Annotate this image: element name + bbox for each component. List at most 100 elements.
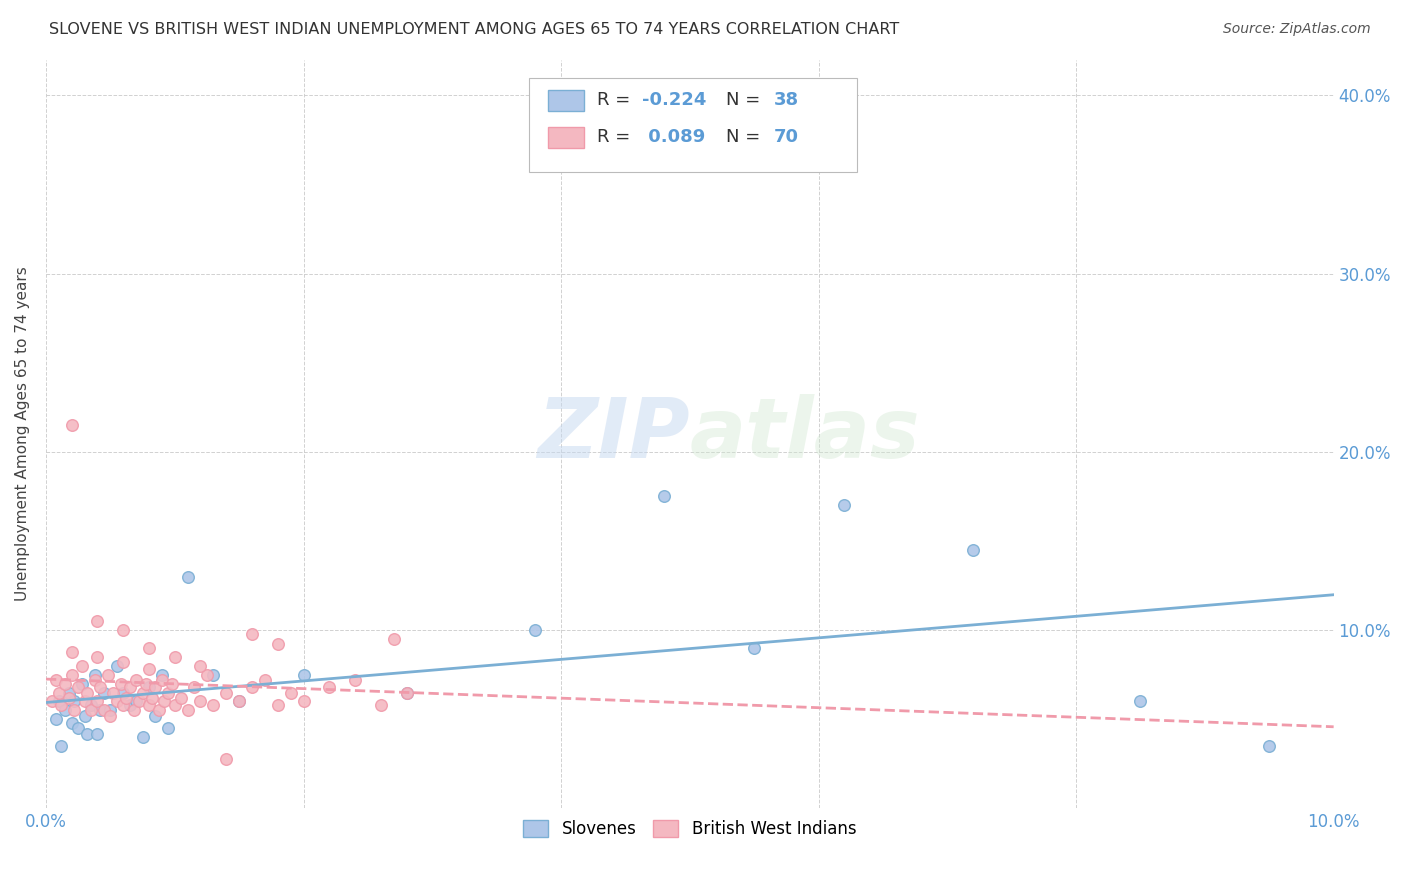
Text: ZIP: ZIP xyxy=(537,393,690,475)
Point xyxy=(114,690,136,705)
Point xyxy=(48,694,70,708)
Point xyxy=(76,726,98,740)
Point xyxy=(157,685,180,699)
Text: R =: R = xyxy=(598,128,636,146)
Point xyxy=(145,708,167,723)
Point xyxy=(105,658,128,673)
Point xyxy=(652,490,675,504)
Point xyxy=(834,499,856,513)
FancyBboxPatch shape xyxy=(548,89,585,111)
Point xyxy=(118,680,141,694)
Point xyxy=(395,685,418,699)
Point xyxy=(83,667,105,681)
Point xyxy=(267,698,290,712)
Point xyxy=(176,703,198,717)
Point xyxy=(742,640,765,655)
Point xyxy=(118,698,141,712)
FancyBboxPatch shape xyxy=(548,127,585,148)
Point xyxy=(80,703,103,717)
Point xyxy=(292,694,315,708)
Point xyxy=(148,703,170,717)
Point xyxy=(125,673,148,687)
Text: R =: R = xyxy=(598,91,636,109)
Point xyxy=(1129,694,1152,708)
Point xyxy=(112,685,135,699)
Point xyxy=(60,715,83,730)
Text: 38: 38 xyxy=(773,91,799,109)
Point xyxy=(93,703,115,717)
Point xyxy=(125,694,148,708)
Point xyxy=(112,698,135,712)
Point xyxy=(98,703,121,717)
Point xyxy=(86,726,108,740)
Point xyxy=(53,676,76,690)
Point xyxy=(141,690,163,705)
Point xyxy=(202,698,225,712)
Point xyxy=(60,644,83,658)
Point xyxy=(51,698,73,712)
Point xyxy=(267,637,290,651)
Point xyxy=(157,721,180,735)
Point xyxy=(1258,739,1281,753)
Point xyxy=(67,680,90,694)
Point xyxy=(110,676,132,690)
Point xyxy=(58,690,80,705)
Point xyxy=(163,649,186,664)
Point xyxy=(63,703,86,717)
Point xyxy=(183,680,205,694)
Point xyxy=(395,685,418,699)
Point xyxy=(253,673,276,687)
Point xyxy=(89,703,111,717)
Point xyxy=(138,662,160,676)
Point xyxy=(86,614,108,628)
Point xyxy=(58,685,80,699)
Point xyxy=(70,676,93,690)
Point xyxy=(370,698,392,712)
Point xyxy=(292,667,315,681)
Point xyxy=(73,694,96,708)
Point xyxy=(112,623,135,637)
Point xyxy=(86,694,108,708)
Point xyxy=(215,685,238,699)
Point xyxy=(135,676,157,690)
Point xyxy=(228,694,250,708)
Point xyxy=(195,667,218,681)
Point xyxy=(240,680,263,694)
Point xyxy=(280,685,302,699)
Point xyxy=(128,694,150,708)
Text: SLOVENE VS BRITISH WEST INDIAN UNEMPLOYMENT AMONG AGES 65 TO 74 YEARS CORRELATIO: SLOVENE VS BRITISH WEST INDIAN UNEMPLOYM… xyxy=(49,22,900,37)
Point xyxy=(190,694,212,708)
Text: 0.089: 0.089 xyxy=(643,128,706,146)
Point xyxy=(63,694,86,708)
Point xyxy=(51,739,73,753)
Point xyxy=(98,708,121,723)
Point xyxy=(228,694,250,708)
Legend: Slovenes, British West Indians: Slovenes, British West Indians xyxy=(517,814,863,845)
Point xyxy=(48,685,70,699)
Point xyxy=(93,685,115,699)
Point xyxy=(45,673,67,687)
Text: atlas: atlas xyxy=(690,393,921,475)
Point xyxy=(176,569,198,583)
Point xyxy=(97,667,120,681)
Point xyxy=(131,730,153,744)
Point xyxy=(73,708,96,723)
FancyBboxPatch shape xyxy=(529,78,858,172)
Point xyxy=(86,649,108,664)
Point xyxy=(240,626,263,640)
Point xyxy=(163,698,186,712)
Text: N =: N = xyxy=(725,91,766,109)
Point xyxy=(60,418,83,433)
Point xyxy=(524,623,547,637)
Point xyxy=(76,685,98,699)
Point xyxy=(138,680,160,694)
Text: -0.224: -0.224 xyxy=(643,91,707,109)
Point xyxy=(83,673,105,687)
Point xyxy=(45,712,67,726)
Point xyxy=(190,658,212,673)
Point xyxy=(153,694,176,708)
Point xyxy=(138,640,160,655)
Point xyxy=(343,673,366,687)
Point xyxy=(145,680,167,694)
Point xyxy=(160,676,183,690)
